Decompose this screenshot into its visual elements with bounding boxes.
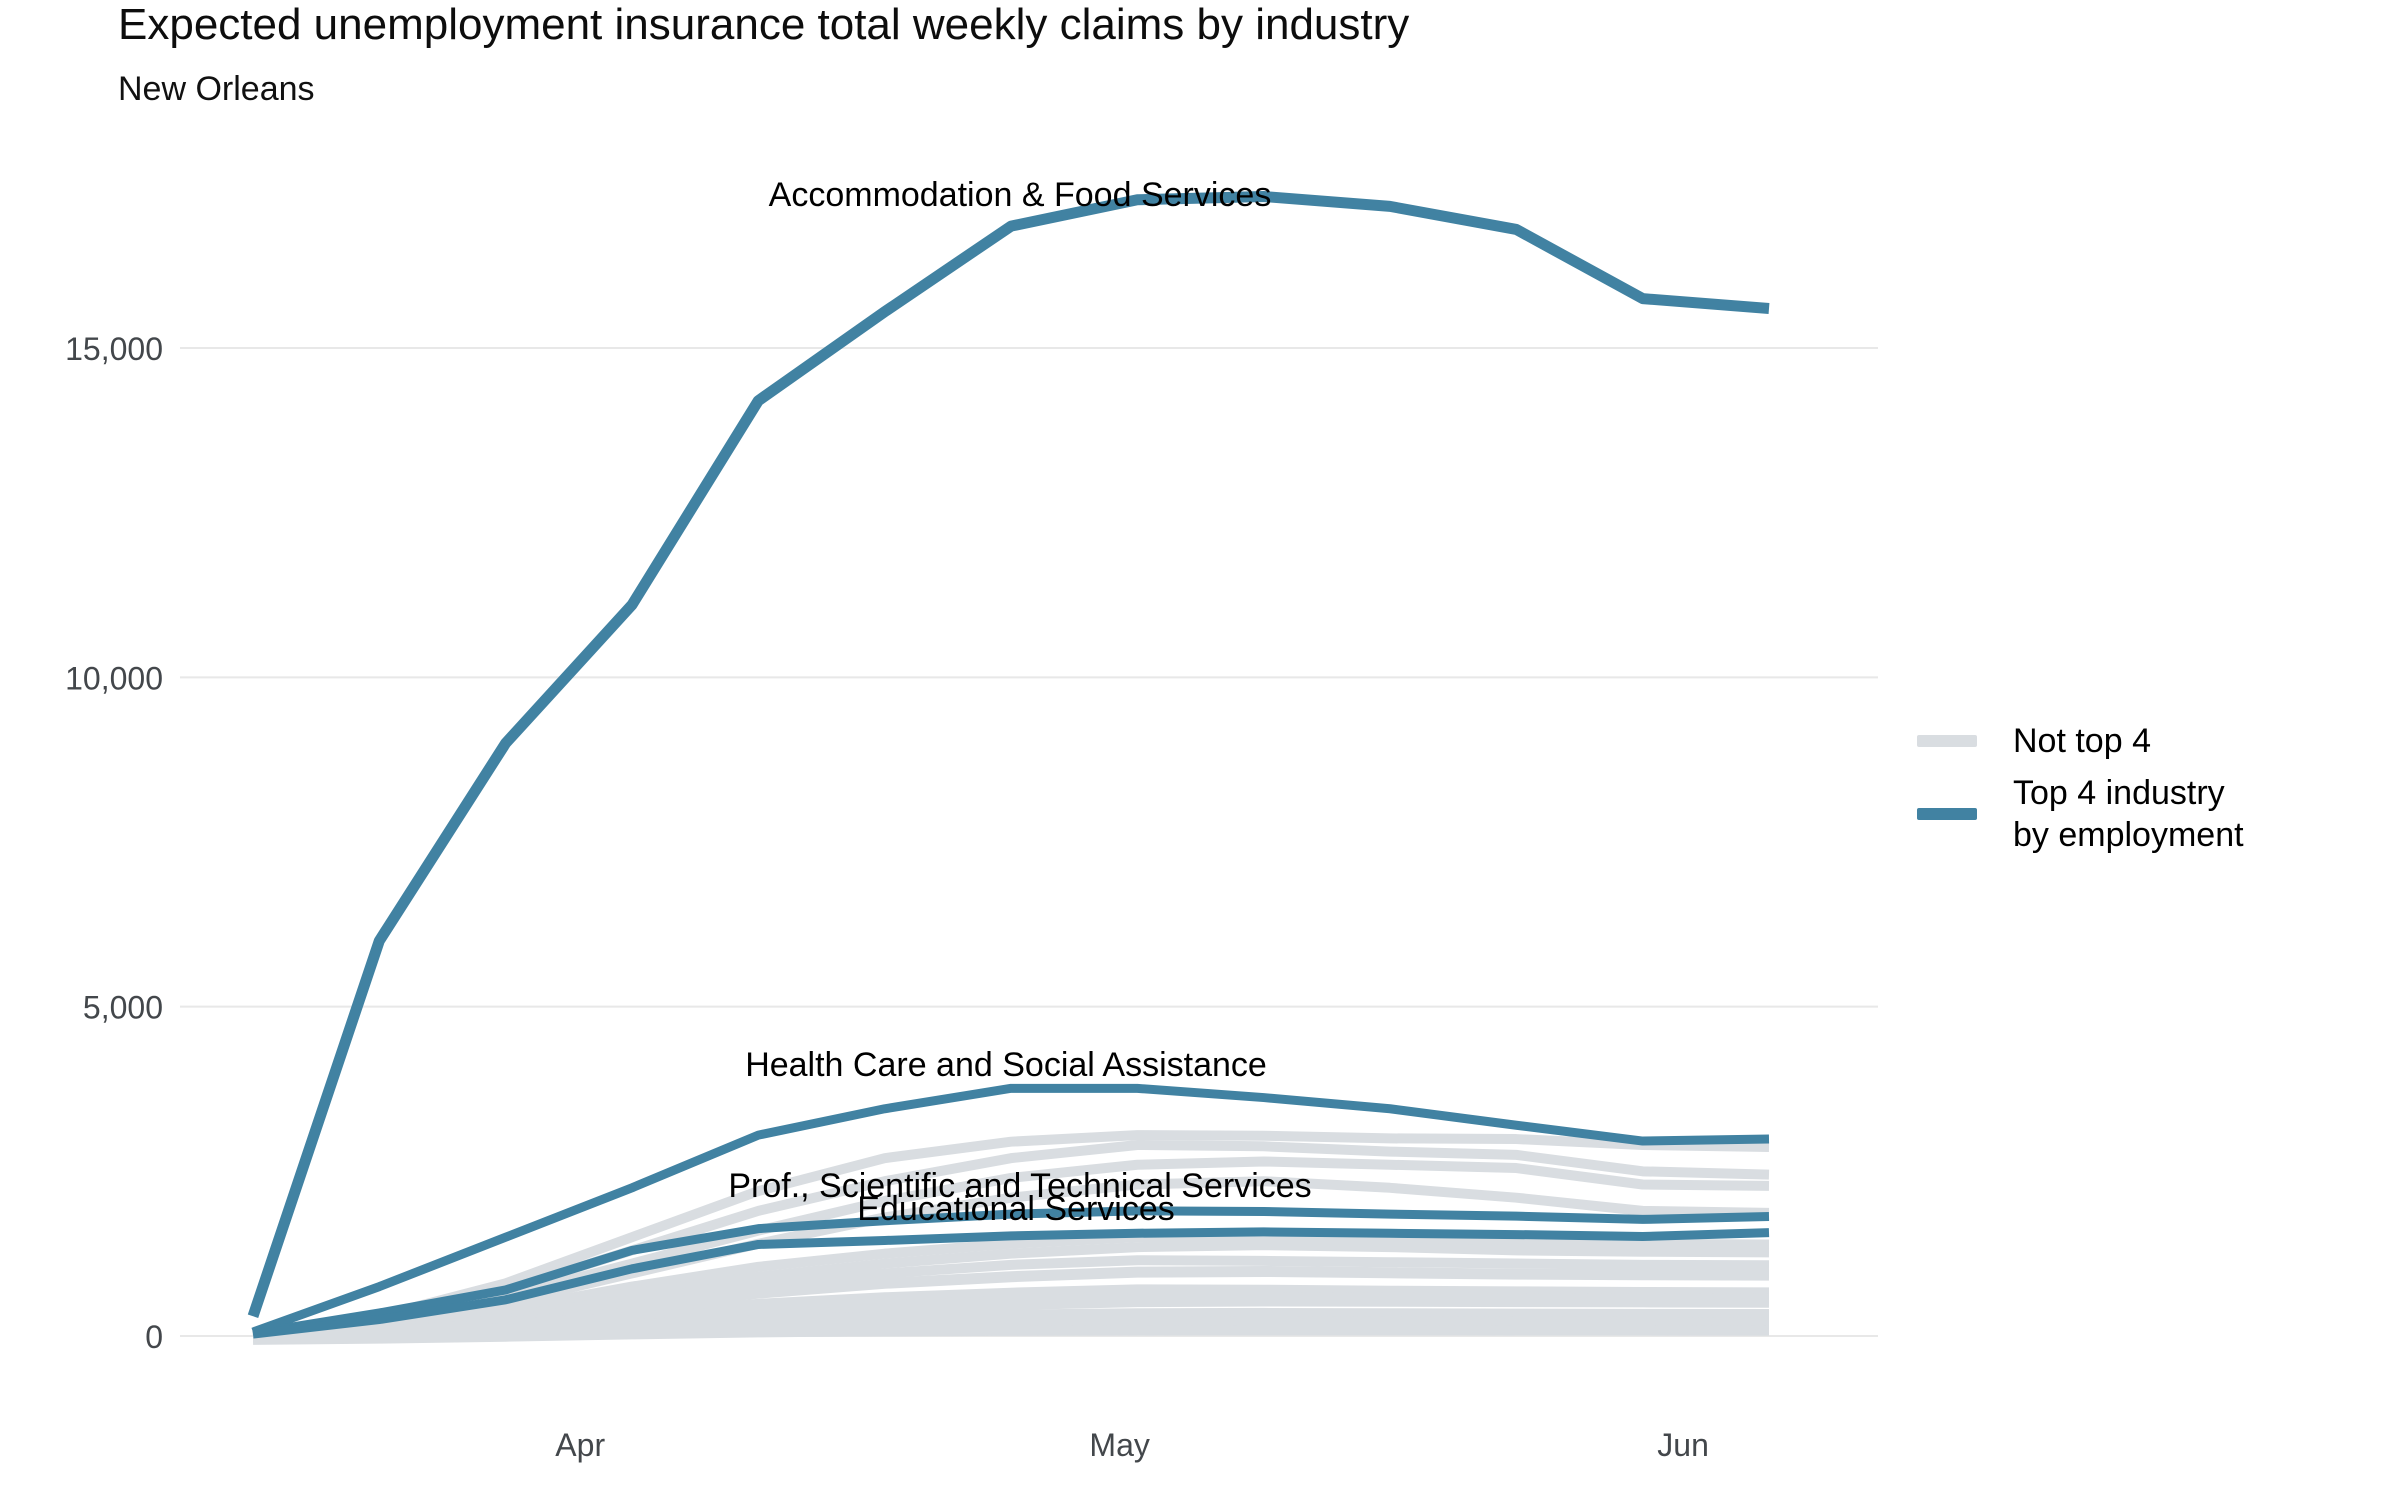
legend-swatch-top-4 (1917, 808, 1977, 820)
legend-label-not-top-4: Not top 4 (2013, 722, 2151, 760)
legend: Not top 4 Top 4 industry by employment (1917, 720, 2387, 856)
x-tick-label-apr: Apr (555, 1427, 605, 1463)
series-label-prof-scientific-and-technical-services: Prof., Scientific and Technical Services (728, 1167, 1311, 1205)
line-accommodation-food-services (247, 191, 1770, 1318)
legend-swatch-not-top-4 (1917, 735, 1977, 747)
series-label-educational-services: Educational Services (857, 1190, 1175, 1228)
line-educational-services (252, 1227, 1770, 1339)
chart-title: Expected unemployment insurance total we… (118, 0, 1410, 49)
y-tick-label-15000: 15,000 (65, 331, 163, 367)
legend-label-top-4: Top 4 industry by employment (2013, 774, 2244, 854)
line-prof-scientific-and-technical-services (252, 1206, 1770, 1338)
y-tick-label-5000: 5,000 (83, 990, 163, 1026)
line-not-top-4-01 (252, 1130, 1770, 1341)
x-tick-label-may: May (1089, 1427, 1149, 1463)
series-label-accommodation-food-services: Accommodation & Food Services (769, 176, 1272, 214)
y-tick-label-10000: 10,000 (65, 660, 163, 696)
chart-subtitle: New Orleans (118, 70, 315, 108)
y-tick-label-0: 0 (145, 1319, 163, 1355)
series-label-health-care-and-social-assistance: Health Care and Social Assistance (745, 1046, 1267, 1084)
x-tick-label-jun: Jun (1657, 1427, 1709, 1463)
line-not-top-4-13 (252, 1325, 1769, 1341)
legend-item-not-top-4: Not top 4 (1917, 720, 2387, 762)
line-health-care-and-social-assistance (251, 1083, 1770, 1337)
legend-item-top-4: Top 4 industry by employment (1917, 772, 2387, 856)
